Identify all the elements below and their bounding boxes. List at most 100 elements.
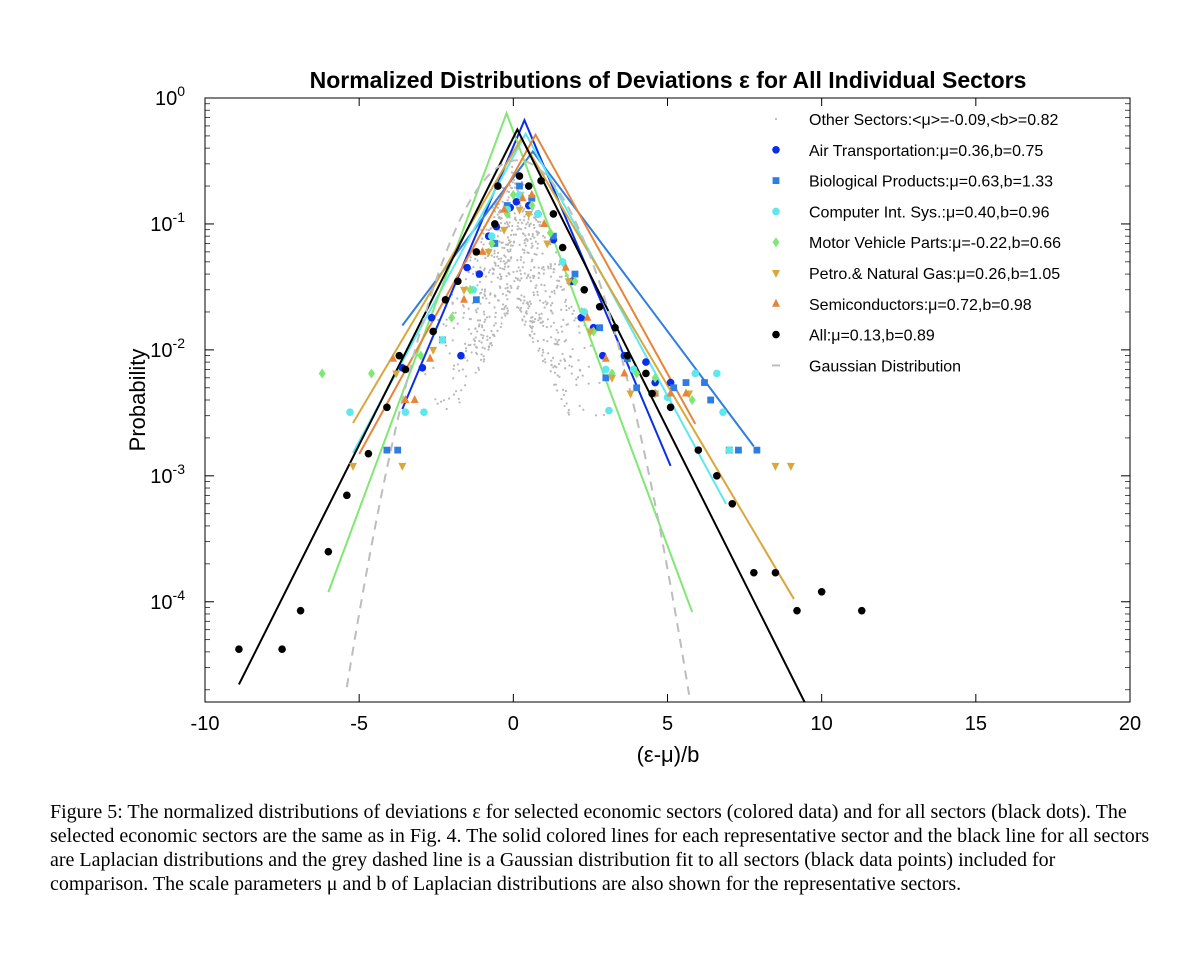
other-sectors-point: [564, 389, 568, 393]
other-sectors-point: [538, 347, 541, 350]
other-sectors-point: [509, 284, 512, 288]
other-sectors-point: [504, 243, 508, 246]
other-sectors-point: [467, 328, 470, 331]
other-sectors-point: [571, 312, 574, 315]
other-sectors-point: [563, 404, 566, 408]
other-sectors-point: [551, 312, 554, 315]
other-sectors-point: [500, 277, 503, 281]
other-sectors-point: [504, 255, 507, 258]
series-7-point: [515, 172, 524, 180]
other-sectors-point: [538, 299, 542, 302]
series-6-point: [426, 353, 435, 362]
other-sectors-point: [490, 344, 494, 347]
series-6-point: [500, 204, 509, 213]
other-sectors-point: [542, 338, 545, 342]
other-sectors-point: [578, 331, 581, 334]
series-3-point: [719, 408, 727, 417]
other-sectors-point: [490, 330, 493, 333]
other-sectors-point: [477, 368, 481, 371]
series-2-point: [383, 446, 391, 454]
other-sectors-point: [467, 307, 470, 310]
other-sectors-point: [445, 407, 448, 411]
other-sectors-point: [452, 368, 455, 371]
other-sectors-point: [497, 257, 500, 260]
other-sectors-point: [542, 301, 545, 304]
other-sectors-point: [561, 388, 565, 391]
other-sectors-point: [496, 276, 500, 279]
other-sectors-point: [473, 343, 476, 346]
other-sectors-point: [524, 320, 527, 323]
series-7-point: [429, 327, 437, 336]
other-sectors-point: [497, 251, 500, 254]
other-sectors-point: [442, 323, 445, 326]
y-tick-label: 100: [155, 83, 185, 110]
other-sectors-point: [458, 401, 461, 404]
other-sectors-point: [494, 262, 497, 265]
series-3-legend-marker: [772, 207, 780, 216]
other-sectors-point: [547, 267, 550, 270]
other-sectors-point: [484, 257, 487, 260]
other-sectors-point: [528, 223, 531, 226]
other-sectors-point: [561, 330, 564, 333]
other-sectors-point: [510, 233, 513, 237]
other-sectors-point: [533, 236, 536, 239]
other-sectors-point: [553, 262, 557, 266]
other-sectors-point: [479, 319, 482, 322]
other-sectors-point: [543, 358, 547, 361]
other-sectors-point: [557, 263, 561, 266]
series-3-point: [580, 308, 589, 316]
series-4-point: [368, 368, 375, 379]
other-sectors-point: [483, 320, 486, 323]
other-sectors-point: [594, 414, 598, 417]
other-sectors-point: [475, 311, 478, 314]
other-sectors-point: [563, 358, 566, 361]
series-5-legend-marker: [772, 270, 780, 278]
other-sectors-point: [499, 229, 502, 233]
other-sectors-point: [539, 220, 542, 224]
other-sectors-point: [476, 259, 479, 262]
other-sectors-point: [506, 199, 509, 202]
series-2-point: [735, 446, 742, 454]
other-sectors-point: [452, 364, 456, 367]
series-5-point: [786, 462, 795, 471]
other-sectors-point: [467, 271, 470, 274]
series-4-point: [417, 350, 425, 361]
series-4-point: [633, 368, 641, 379]
other-sectors-point: [499, 266, 502, 270]
other-sectors-point: [462, 316, 465, 319]
other-sectors-point: [527, 273, 530, 276]
other-sectors-point: [555, 366, 558, 369]
other-sectors-point: [456, 322, 459, 325]
series-5-point: [543, 240, 552, 249]
other-sectors-point: [560, 325, 563, 328]
other-sectors-point: [524, 244, 527, 247]
other-sectors-point: [537, 319, 540, 322]
other-sectors-point: [480, 333, 483, 336]
series-1-legend-marker: [772, 146, 780, 154]
series-3-point: [713, 369, 721, 378]
other-sectors-point: [531, 315, 534, 319]
axis-ticks: -10 -5 0 5 10 15 20 10-4 10-3 10-2 10-1 100: [150, 83, 1141, 735]
other-sectors-point: [527, 251, 530, 254]
other-sectors-point: [579, 369, 582, 372]
other-sectors-point: [481, 237, 484, 240]
other-sectors-point: [445, 324, 448, 327]
series-1-point: [642, 358, 650, 366]
other-sectors-point: [570, 305, 573, 308]
other-sectors-point: [491, 267, 494, 270]
series-1-legend-label: Air Transportation:μ=0.36,b=0.75: [809, 143, 1043, 160]
other-sectors-point: [506, 236, 509, 239]
other-sectors-point: [556, 279, 559, 282]
other-sectors-point: [550, 290, 554, 294]
other-sectors-point: [523, 295, 526, 298]
other-sectors-point: [496, 235, 499, 238]
other-sectors-point: [534, 240, 537, 243]
x-axis-label: (ε-μ)/b: [637, 742, 700, 767]
other-sectors-point: [545, 326, 548, 329]
other-sectors-point: [442, 399, 446, 402]
other-sectors-point: [528, 305, 531, 308]
other-sectors-point: [512, 241, 516, 244]
other-sectors-point: [516, 228, 519, 231]
other-sectors-point: [464, 347, 468, 350]
x-tick-label: 0: [508, 713, 519, 735]
